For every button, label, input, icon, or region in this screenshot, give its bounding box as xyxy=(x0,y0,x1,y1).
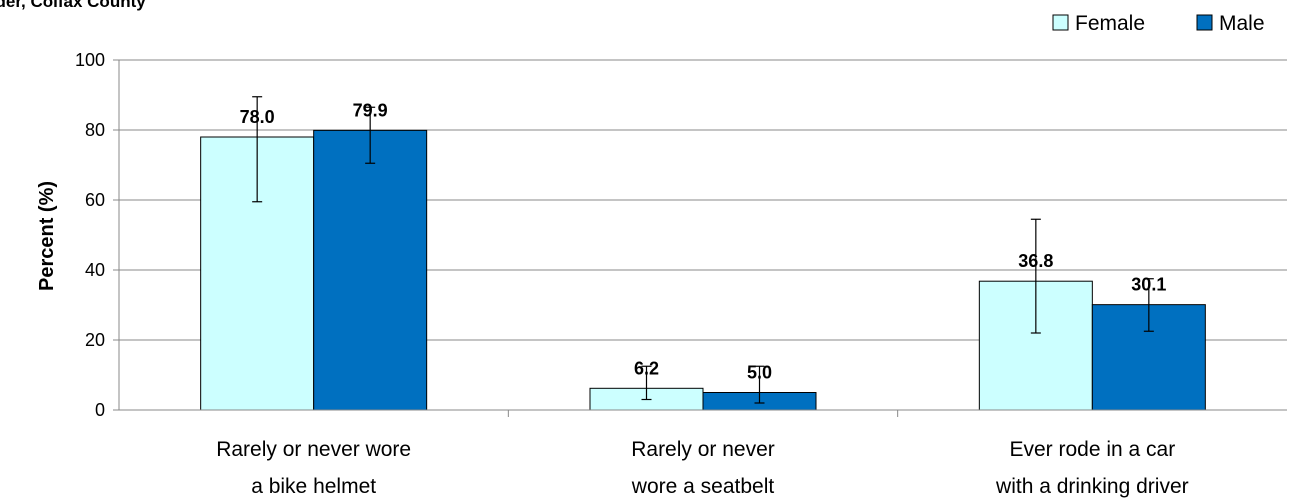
data-label: 6.2 xyxy=(634,358,659,378)
data-labels: 78.0 79.9 6.2 5.0 36.8 30.1 xyxy=(240,100,1167,382)
y-tick-label: 80 xyxy=(85,120,105,140)
category-label: Rarely or never xyxy=(631,438,775,461)
category-label: Rarely or never wore xyxy=(216,438,411,461)
y-tick-label: 100 xyxy=(75,50,105,70)
category-label: a bike helmet xyxy=(251,475,376,498)
y-tick-label: 40 xyxy=(85,260,105,280)
data-label: 30.1 xyxy=(1131,275,1166,295)
legend-label-male: Male xyxy=(1219,12,1265,35)
category-label: with a drinking driver xyxy=(995,475,1189,498)
data-label: 79.9 xyxy=(353,100,388,120)
y-tick-label: 20 xyxy=(85,330,105,350)
chart-title: By Gender, Colfax County xyxy=(0,0,146,11)
legend-label-female: Female xyxy=(1075,12,1145,35)
y-axis-label: Percent (%) xyxy=(36,181,58,291)
error-bars xyxy=(252,96,1154,404)
legend-swatch-female xyxy=(1052,14,1069,31)
bar-male xyxy=(313,129,428,411)
category-label: wore a seatbelt xyxy=(631,475,775,498)
data-label: 36.8 xyxy=(1018,251,1053,271)
legend: Female Male xyxy=(1052,12,1265,35)
axes xyxy=(113,59,1287,417)
category-labels: Rarely or never wore a bike helmet Rarely … xyxy=(216,438,1188,498)
y-tick-label: 60 xyxy=(85,190,105,210)
data-label: 5.0 xyxy=(747,363,772,383)
y-tick-labels: 0 20 40 60 80 100 xyxy=(75,50,105,420)
legend-swatch-male xyxy=(1196,14,1213,31)
category-label: Ever rode in a car xyxy=(1009,438,1175,461)
y-tick-label: 0 xyxy=(95,400,105,420)
data-label: 78.0 xyxy=(240,107,275,127)
